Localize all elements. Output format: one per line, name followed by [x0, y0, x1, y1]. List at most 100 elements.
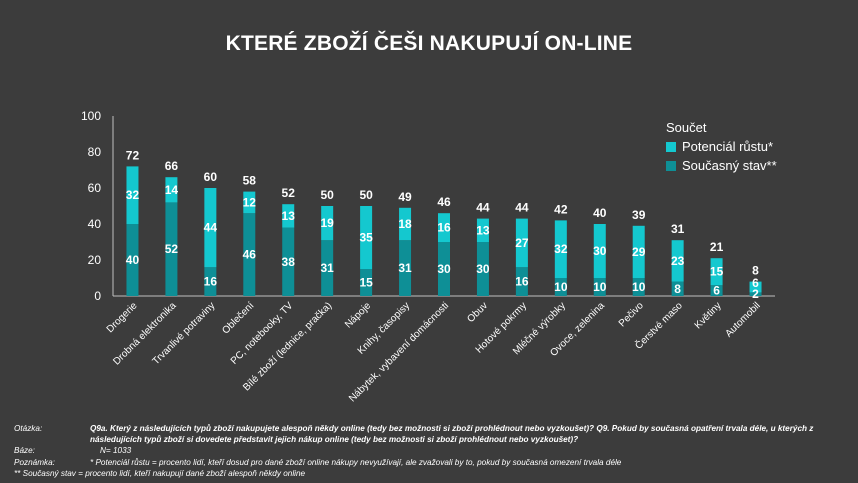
legend-swatch-potential — [666, 141, 676, 152]
legend: Součet Potenciál růstu* Současný stav** — [666, 118, 777, 175]
bar-current — [321, 240, 334, 296]
data-label-total: 60 — [204, 170, 218, 184]
data-label-potential: 32 — [126, 188, 140, 202]
question-label: Otázka: — [14, 424, 43, 433]
data-label-potential: 27 — [515, 236, 529, 250]
bar-current — [399, 240, 412, 296]
data-label-current: 52 — [165, 242, 179, 256]
bar-current — [282, 227, 295, 296]
data-label-potential: 29 — [632, 245, 646, 259]
base-text: N= 1033 — [100, 446, 132, 456]
footnotes: Otázka: Q9a. Který z následujících typů … — [14, 423, 844, 479]
legend-item-current: Současný stav** — [666, 156, 777, 175]
y-tick-label: 0 — [94, 289, 101, 303]
x-tick-label: Drogerie — [105, 300, 140, 335]
data-label-potential: 32 — [554, 242, 568, 256]
bar-potential — [282, 204, 295, 228]
data-label-current: 30 — [437, 262, 451, 276]
data-label-current: 2 — [752, 287, 759, 301]
data-label-potential: 35 — [359, 231, 373, 245]
data-label-total: 50 — [320, 188, 334, 202]
bar-potential — [438, 213, 450, 242]
data-label-potential: 12 — [243, 195, 257, 209]
y-tick-label: 80 — [88, 145, 102, 159]
legend-label-potential: Potenciál růstu* — [682, 139, 774, 154]
x-tick-label: Květiny — [693, 300, 724, 331]
bar-current — [710, 285, 723, 296]
bar-potential — [204, 188, 217, 268]
data-label-potential: 16 — [437, 221, 451, 235]
data-label-total: 49 — [398, 190, 412, 204]
x-tick-label: Oblečení — [220, 300, 256, 336]
data-label-total: 52 — [282, 186, 296, 200]
bar-potential — [360, 206, 373, 269]
note-text: * Potenciál růstu = procento lidí, kteří… — [90, 457, 622, 467]
bar-potential — [710, 258, 723, 286]
bar-current — [243, 213, 256, 296]
question-text: Q9a. Který z následujících typů zboží na… — [90, 424, 814, 445]
data-label-total: 72 — [126, 148, 140, 162]
legend-item-potential: Potenciál růstu* — [666, 137, 777, 156]
data-label-potential: 15 — [710, 265, 724, 279]
bar-potential — [632, 225, 645, 278]
legend-label-current: Současný stav** — [682, 158, 777, 173]
data-label-current: 15 — [359, 276, 373, 290]
base-label: Báze: — [14, 446, 35, 456]
data-label-total: 58 — [243, 174, 257, 188]
y-tick-label: 40 — [88, 217, 102, 231]
data-label-total: 31 — [671, 222, 685, 236]
data-label-potential: 6 — [752, 276, 759, 290]
bar-potential — [554, 220, 567, 278]
bar-current — [671, 281, 684, 296]
data-label-current: 31 — [320, 261, 334, 275]
data-label-total: 44 — [515, 201, 529, 215]
bar-current — [438, 242, 450, 296]
bar-potential — [243, 191, 256, 214]
data-label-total: 46 — [437, 195, 451, 209]
x-tick-label: Pečivo — [617, 300, 646, 329]
data-label-current: 46 — [243, 248, 257, 262]
bar-potential — [593, 224, 606, 278]
bar-current — [749, 292, 762, 296]
data-label-total: 8 — [752, 264, 759, 278]
data-label-current: 10 — [554, 280, 568, 294]
y-tick-label: 100 — [81, 109, 101, 123]
bar-potential — [165, 177, 178, 203]
data-label-total: 40 — [593, 206, 607, 220]
data-label-total: 44 — [476, 201, 490, 215]
legend-swatch-current — [666, 160, 676, 171]
bar-potential — [126, 166, 139, 224]
data-label-current: 16 — [515, 275, 529, 289]
bar-current — [204, 267, 217, 296]
data-label-total: 39 — [632, 208, 646, 222]
bar-potential — [515, 218, 528, 268]
x-tick-label: Nápoje — [343, 300, 373, 330]
data-label-total: 66 — [165, 159, 179, 173]
note-label: Poznámka: — [14, 457, 55, 467]
data-label-potential: 30 — [593, 244, 607, 258]
data-label-current: 6 — [713, 284, 720, 298]
data-label-current: 30 — [476, 262, 490, 276]
data-label-current: 40 — [126, 253, 140, 267]
chart-title: KTERÉ ZBOŽÍ ČEŠI NAKUPUJÍ ON-LINE — [225, 32, 633, 55]
bar-current — [515, 267, 528, 296]
data-label-current: 8 — [674, 282, 681, 296]
data-label-total: 50 — [359, 188, 373, 202]
data-label-potential: 44 — [204, 221, 218, 235]
data-label-current: 38 — [282, 255, 296, 269]
y-tick-label: 20 — [88, 253, 102, 267]
data-label-potential: 18 — [398, 217, 412, 231]
data-label-current: 10 — [593, 280, 607, 294]
note-text-2: ** Současný stav = procento lidí, kteří … — [14, 468, 306, 478]
x-tick-label: Automobil — [723, 300, 762, 339]
x-tick-label: Obuv — [465, 300, 490, 325]
legend-header: Součet — [666, 120, 707, 135]
data-label-total: 42 — [554, 202, 568, 216]
bar-current — [632, 278, 645, 296]
bar-potential — [321, 206, 334, 241]
data-label-current: 10 — [632, 280, 646, 294]
bar-current — [165, 202, 178, 296]
data-label-potential: 13 — [476, 223, 490, 237]
bar-potential — [399, 207, 412, 241]
